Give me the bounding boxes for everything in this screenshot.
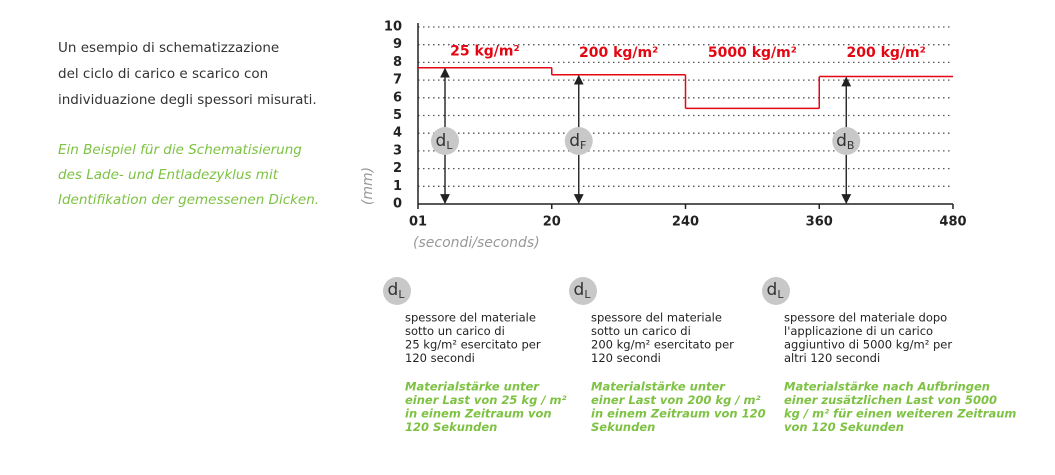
x-tick-label: 01 <box>409 215 427 230</box>
legend-line: spessore del materiale dopo <box>784 311 947 325</box>
measure-badge <box>832 127 861 155</box>
legend-line-de: einer zusätzlichen Last von 5000 <box>784 393 997 407</box>
legend-line-de: Materialstärke unter <box>405 380 540 394</box>
y-tick-label: 8 <box>393 55 402 70</box>
subscript: L <box>398 288 405 301</box>
legend-line-de: Sekunden <box>591 420 655 434</box>
y-tick-label: 6 <box>393 90 402 105</box>
intro-line: del ciclo di carico e scarico con <box>58 66 268 82</box>
measure-badge <box>431 127 459 155</box>
measure-symbol: dL <box>436 131 454 152</box>
legend-line-de: in einem Zeitraum von 120 <box>591 407 766 421</box>
intro-line: Un esempio di schematizzazione <box>58 40 279 56</box>
subscript: B <box>847 139 855 152</box>
legend-line: 25 kg/m² esercitato per <box>405 338 541 352</box>
y-tick-label: 4 <box>393 126 402 141</box>
legend-line: sotto un carico di <box>591 324 691 338</box>
x-tick-label: 240 <box>672 215 699 230</box>
y-tick-label: 10 <box>384 20 402 35</box>
y-tick-label: 3 <box>393 143 402 158</box>
legend-symbol: dL <box>574 280 592 301</box>
x-axis-label: (secondi/seconds) <box>413 235 540 251</box>
subscript: F <box>580 139 586 152</box>
symbol: d <box>569 131 580 151</box>
legend-line: altri 120 secondi <box>784 351 880 365</box>
legend-line-de: einer Last von 200 kg / m² <box>591 393 761 407</box>
y-tick-label: 2 <box>393 161 402 176</box>
y-tick-label: 5 <box>393 108 402 123</box>
y-tick-label: 7 <box>393 73 402 88</box>
symbol: d <box>767 280 778 300</box>
legend-line: 120 secondi <box>591 351 661 365</box>
load-annotation: 25 kg/m² <box>450 44 520 60</box>
intro-line-de: Identifikation der gemessenen Dicken. <box>58 192 319 208</box>
x-tick-label: 20 <box>543 215 561 230</box>
legend-line: spessore del materiale <box>591 311 722 325</box>
legend-line-de: 120 Sekunden <box>405 420 497 434</box>
y-tick-label: 9 <box>393 37 402 52</box>
y-tick-label: 0 <box>393 197 402 212</box>
intro-line: individuazione degli spessori misurati. <box>58 92 317 108</box>
legend-symbol: dL <box>767 280 785 301</box>
symbol: d <box>436 131 447 151</box>
legend-line: 200 kg/m² esercitato per <box>591 338 734 352</box>
legend-line-de: Materialstärke nach Aufbringen <box>784 380 990 394</box>
intro-line-de: Ein Beispiel für die Schematisierung <box>58 142 302 158</box>
y-axis-label: (mm) <box>360 167 376 205</box>
measure-symbol: dF <box>569 131 586 152</box>
legend-line: l'applicazione di un carico <box>784 324 933 338</box>
legend-line: 120 secondi <box>405 351 475 365</box>
symbol: d <box>388 280 399 300</box>
y-tick-label: 1 <box>393 179 402 194</box>
x-tick-label: 480 <box>939 215 966 230</box>
subscript: L <box>777 288 784 301</box>
measure-symbol: dB <box>836 131 854 152</box>
load-annotation: 5000 kg/m² <box>708 45 797 61</box>
legend-line-de: einer Last von 25 kg / m² <box>405 393 567 407</box>
load-annotation: 200 kg/m² <box>846 45 925 61</box>
legend-line: sotto un carico di <box>405 324 505 338</box>
load-annotation: 200 kg/m² <box>579 45 658 61</box>
legend-symbol: dL <box>388 280 406 301</box>
intro-line-de: des Lade- und Entladezyklus mit <box>58 167 279 183</box>
measure-badge <box>564 127 593 155</box>
x-tick-label: 360 <box>806 215 833 230</box>
legend-line-de: in einem Zeitraum von <box>405 407 552 421</box>
legend-badge <box>569 277 597 305</box>
legend-line-de: von 120 Sekunden <box>784 420 904 434</box>
symbol: d <box>574 280 585 300</box>
subscript: L <box>584 288 591 301</box>
legend-line-de: Materialstärke unter <box>591 380 726 394</box>
symbol: d <box>836 131 847 151</box>
legend-badge <box>383 277 411 305</box>
subscript: L <box>446 139 453 152</box>
legend-line: aggiuntivo di 5000 kg/m² per <box>784 338 952 352</box>
legend-line: spessore del materiale <box>405 311 536 325</box>
legend-line-de: kg / m² für einen weiteren Zeitraum <box>784 407 1016 421</box>
legend-badge <box>762 277 790 305</box>
